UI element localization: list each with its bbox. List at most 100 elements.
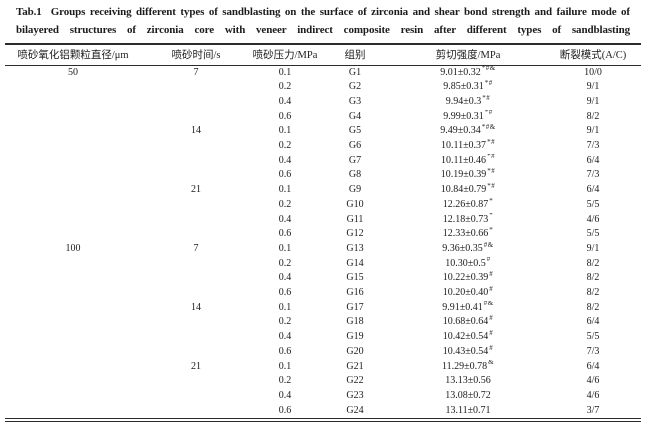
significance-markers: *# <box>482 94 491 102</box>
cell-particle-diameter <box>5 315 141 330</box>
cell-shear-strength: 9.01±0.32*#& <box>391 65 545 80</box>
cell-sandblasting-time: 7 <box>193 242 199 254</box>
table-row: 0.6 G12 12.33±0.66* 5/5 <box>5 227 641 242</box>
shear-strength-value: 9.36±0.35 <box>442 242 483 254</box>
shear-strength-value: 9.99±0.31 <box>443 110 484 122</box>
cell-particle-diameter <box>5 301 141 316</box>
cell-shear-strength: 10.43±0.54# <box>391 345 545 360</box>
col-header-sandblasting-pressure: 喷砂压力/MPa <box>251 44 319 66</box>
cell-particle-diameter <box>5 345 141 360</box>
significance-markers: *# <box>487 153 496 161</box>
table-row: 14 0.1 G5 9.49±0.34*#& 9/1 <box>5 124 641 139</box>
cell-sandblasting-pressure: 0.4 <box>278 331 292 343</box>
significance-markers: *# <box>487 168 496 176</box>
cell-failure-mode: 8/2 <box>586 110 600 122</box>
cell-shear-strength: 9.49±0.34*#& <box>391 124 545 139</box>
col-header-particle-diameter: 喷砂氧化铝颗粒直径/μm <box>5 44 141 66</box>
cell-sandblasting-pressure: 0.2 <box>278 81 292 93</box>
significance-markers: *#& <box>481 124 496 131</box>
cell-failure-mode: 6/4 <box>586 184 600 196</box>
table-row: 50 7 0.1 G1 9.01±0.32*#& 10/0 <box>5 65 641 80</box>
cell-shear-strength: 10.19±0.39*# <box>391 168 545 183</box>
cell-failure-mode: 9/1 <box>586 95 600 107</box>
cell-shear-strength: 9.99±0.31*# <box>391 110 545 125</box>
table-row: 0.6 G20 10.43±0.54# 7/3 <box>5 345 641 360</box>
cell-group: G14 <box>346 257 364 269</box>
cell-particle-diameter <box>5 257 141 272</box>
cell-group: G22 <box>346 375 364 387</box>
cell-failure-mode: 8/2 <box>586 257 600 269</box>
table-title: Tab.1 Groups receiving different types of… <box>16 4 630 40</box>
shear-strength-value: 10.11±0.37 <box>440 140 487 152</box>
cell-failure-mode: 6/4 <box>586 154 600 166</box>
cell-failure-mode: 5/5 <box>586 331 600 343</box>
cell-shear-strength: 10.42±0.54# <box>391 330 545 345</box>
cell-shear-strength: 10.11±0.46*# <box>391 154 545 169</box>
cell-sandblasting-time <box>141 139 251 154</box>
cell-sandblasting-time <box>141 315 251 330</box>
cell-sandblasting-time <box>141 227 251 242</box>
significance-markers: #& <box>483 300 494 308</box>
cell-sandblasting-time: 21 <box>191 360 201 372</box>
table-row: 0.2 G2 9.85±0.31*# 9/1 <box>5 80 641 95</box>
col-header-sandblasting-time: 喷砂时间/s <box>141 44 251 66</box>
shear-strength-value: 9.94±0.3 <box>445 95 482 107</box>
cell-sandblasting-time <box>141 198 251 213</box>
significance-markers: * <box>489 227 494 234</box>
cell-failure-mode: 9/1 <box>586 125 600 137</box>
cell-particle-diameter: 50 <box>68 66 78 78</box>
cell-shear-strength: 9.85±0.31*# <box>391 80 545 95</box>
table-row: 0.4 G11 12.18±0.73* 4/6 <box>5 213 641 228</box>
cell-particle-diameter <box>5 360 141 375</box>
cell-sandblasting-time <box>141 80 251 95</box>
cell-shear-strength: 10.11±0.37*# <box>391 139 545 154</box>
cell-group: G24 <box>346 404 364 416</box>
cell-group: G3 <box>348 95 362 107</box>
shear-strength-value: 9.85±0.31 <box>443 81 484 93</box>
cell-group: G23 <box>346 389 364 401</box>
cell-particle-diameter <box>5 80 141 95</box>
significance-markers: *# <box>484 80 493 87</box>
cell-failure-mode: 10/0 <box>584 66 602 78</box>
cell-shear-strength: 13.08±0.72 <box>391 389 545 404</box>
table-row: 0.2 G22 13.13±0.56 4/6 <box>5 374 641 389</box>
significance-markers: # <box>489 344 494 352</box>
cell-failure-mode: 7/3 <box>586 140 600 152</box>
cell-sandblasting-time <box>141 95 251 110</box>
cell-sandblasting-pressure: 0.4 <box>278 95 292 107</box>
significance-markers: # <box>489 286 494 293</box>
cell-particle-diameter <box>5 330 141 345</box>
cell-group: G6 <box>348 140 362 152</box>
table-row: 0.4 G7 10.11±0.46*# 6/4 <box>5 154 641 169</box>
cell-group: G19 <box>346 331 364 343</box>
col-header-shear-strength: 剪切强度/MPa <box>391 44 545 66</box>
cell-failure-mode: 5/5 <box>586 228 600 240</box>
cell-sandblasting-pressure: 0.4 <box>278 389 292 401</box>
table-row: 0.6 G4 9.99±0.31*# 8/2 <box>5 110 641 125</box>
cell-shear-strength: 13.13±0.56 <box>391 374 545 389</box>
significance-markers: * <box>489 212 494 220</box>
cell-shear-strength: 10.68±0.64# <box>391 315 545 330</box>
table-row: 0.6 G24 13.11±0.71 3/7 <box>5 404 641 421</box>
cell-shear-strength: 10.84±0.79*# <box>391 183 545 198</box>
significance-markers: # <box>489 330 494 337</box>
cell-sandblasting-pressure: 0.2 <box>278 257 292 269</box>
table-row: 0.6 G8 10.19±0.39*# 7/3 <box>5 168 641 183</box>
cell-shear-strength: 9.94±0.3*# <box>391 95 545 110</box>
cell-failure-mode: 6/4 <box>586 316 600 328</box>
cell-particle-diameter: 100 <box>65 242 81 254</box>
cell-group: G15 <box>346 272 364 284</box>
cell-shear-strength: 9.91±0.41#& <box>391 301 545 316</box>
cell-sandblasting-pressure: 0.1 <box>278 242 292 254</box>
shear-strength-value: 12.26±0.87 <box>442 198 489 210</box>
cell-sandblasting-time <box>141 168 251 183</box>
cell-particle-diameter <box>5 213 141 228</box>
cell-group: G10 <box>346 198 364 210</box>
shear-strength-value: 9.01±0.32 <box>440 66 481 78</box>
cell-sandblasting-time <box>141 154 251 169</box>
table-row: 0.6 G16 10.20±0.40# 8/2 <box>5 286 641 301</box>
table-row: 0.2 G14 10.30±0.5# 8/2 <box>5 257 641 272</box>
shear-strength-value: 10.22±0.39 <box>442 272 489 284</box>
significance-markers: *# <box>487 183 496 190</box>
cell-failure-mode: 7/3 <box>586 169 600 181</box>
